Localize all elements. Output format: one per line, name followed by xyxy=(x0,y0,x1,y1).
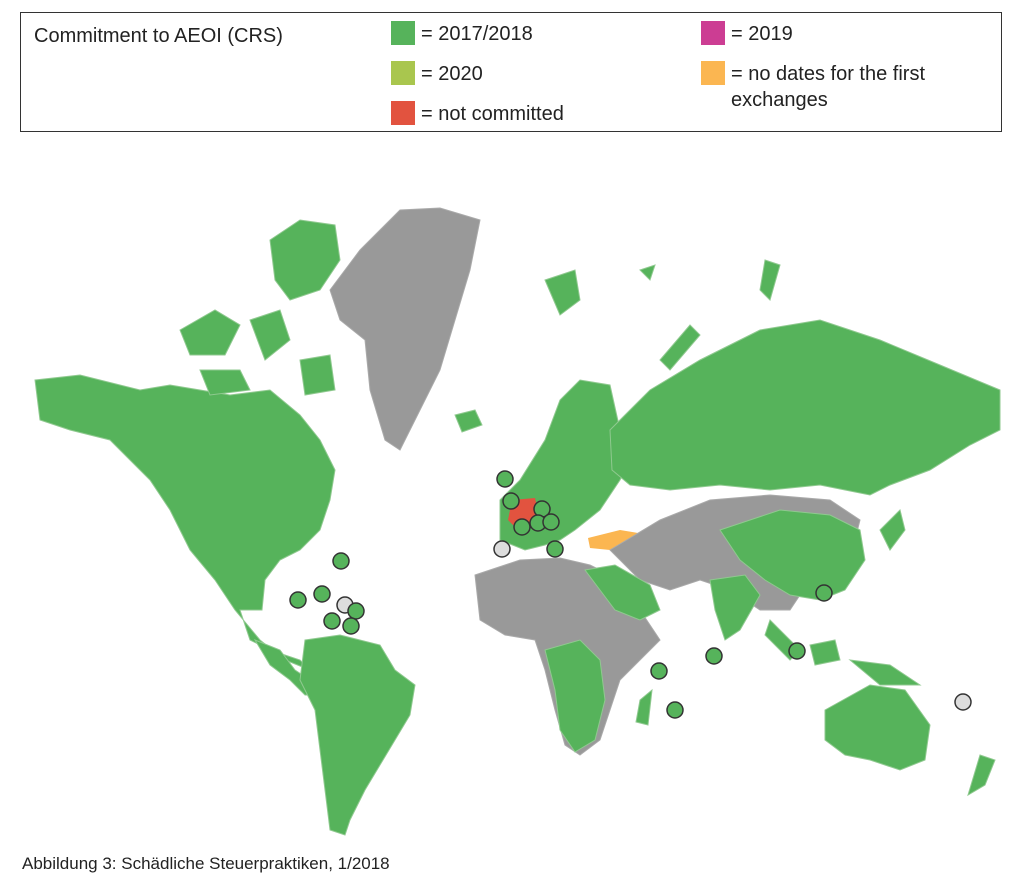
scandinavia-north xyxy=(544,264,656,316)
swatch xyxy=(391,21,415,45)
marker xyxy=(493,540,511,558)
marker xyxy=(650,662,668,680)
swatch xyxy=(391,61,415,85)
marker xyxy=(546,540,564,558)
russia xyxy=(609,319,1001,496)
marker xyxy=(815,584,833,602)
legend-item: = 2020 xyxy=(391,61,483,87)
marker xyxy=(788,642,806,660)
southern-africa xyxy=(544,639,606,753)
greenland xyxy=(329,207,481,451)
australia xyxy=(824,684,931,771)
marker xyxy=(332,552,350,570)
marker xyxy=(496,470,514,488)
legend: Commitment to AEOI (CRS) = 2017/2018 = 2… xyxy=(20,12,1002,132)
marker xyxy=(342,617,360,635)
marker xyxy=(954,693,972,711)
legend-item: = 2017/2018 xyxy=(391,21,533,47)
indonesia xyxy=(764,619,922,686)
novaya-zemlya xyxy=(659,259,781,371)
japan xyxy=(879,509,906,551)
new-zealand xyxy=(967,754,996,797)
legend-label: = 2019 xyxy=(731,23,793,45)
swatch xyxy=(391,101,415,125)
world-map xyxy=(34,207,1001,836)
marker xyxy=(313,585,331,603)
legend-item: = no dates for the first exchanges xyxy=(701,61,971,113)
india xyxy=(709,574,761,641)
marker xyxy=(705,647,723,665)
caption: Abbildung 3: Schädliche Steuerpraktiken,… xyxy=(22,854,390,873)
madagascar xyxy=(635,688,653,726)
legend-label: = no dates for the first exchanges xyxy=(731,63,925,111)
south-america xyxy=(299,634,416,836)
marker xyxy=(289,591,307,609)
marker xyxy=(323,612,341,630)
legend-item: = 2019 xyxy=(701,21,793,47)
legend-item: = not committed xyxy=(391,101,564,127)
small-jurisdictions xyxy=(289,470,972,719)
swatch xyxy=(701,61,725,85)
arabia xyxy=(584,564,661,621)
swatch xyxy=(701,21,725,45)
iceland xyxy=(454,409,483,433)
legend-label: = 2017/2018 xyxy=(421,23,533,45)
china xyxy=(719,509,866,601)
legend-label: = not committed xyxy=(421,103,564,125)
marker xyxy=(502,492,520,510)
marker xyxy=(347,602,365,620)
legend-label: = 2020 xyxy=(421,63,483,85)
marker xyxy=(666,701,684,719)
legend-title: Commitment to AEOI (CRS) xyxy=(34,25,283,47)
canada-islands xyxy=(179,219,341,396)
marker xyxy=(513,518,531,536)
north-america xyxy=(34,374,336,671)
marker xyxy=(542,513,560,531)
